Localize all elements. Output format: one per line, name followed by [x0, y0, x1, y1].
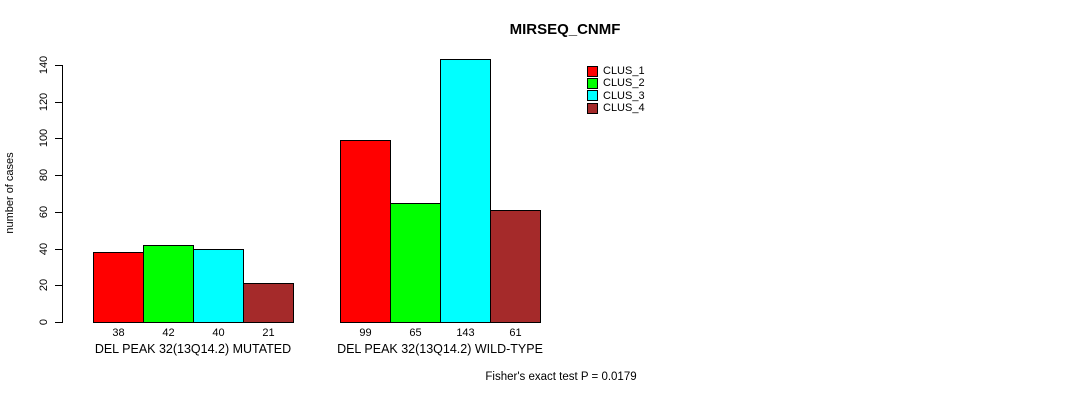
legend-swatch	[587, 77, 598, 89]
bar	[243, 283, 294, 323]
y-tick-label: 120	[38, 92, 50, 111]
y-tick-label: 40	[38, 242, 50, 255]
bar-value-label: 40	[212, 327, 225, 339]
legend: CLUS_1 CLUS_2 CLUS_3 CLUS_4	[587, 65, 645, 114]
y-tick-mark	[55, 285, 63, 287]
legend-label: CLUS_1	[603, 65, 645, 78]
y-tick-label: 60	[38, 205, 50, 218]
y-tick-label: 20	[38, 279, 50, 292]
bar-value-label: 99	[359, 327, 372, 339]
bar-value-label: 42	[162, 327, 175, 339]
bar	[340, 140, 391, 323]
y-tick-mark	[55, 248, 63, 250]
chart-title: MIRSEQ_CNMF	[509, 21, 621, 38]
y-tick-label: 100	[38, 129, 50, 148]
bar	[193, 248, 244, 323]
legend-swatch	[587, 65, 598, 77]
y-tick-mark	[55, 65, 63, 66]
bar	[490, 210, 541, 323]
bar	[93, 252, 144, 323]
y-tick-label: 0	[38, 318, 50, 326]
bar-value-label: 38	[112, 327, 125, 339]
legend-item: CLUS_4	[587, 102, 645, 114]
bar-value-label: 61	[509, 327, 522, 339]
y-axis-title: number of cases	[4, 152, 16, 234]
y-tick-mark	[55, 175, 63, 177]
legend-swatch	[587, 90, 598, 102]
legend-item: CLUS_1	[587, 65, 645, 77]
x-category-label: DEL PEAK 32(13Q14.2) WILD-TYPE	[337, 342, 543, 356]
bar-value-label: 65	[409, 327, 422, 339]
y-tick-label: 140	[38, 55, 50, 75]
y-tick-mark	[55, 138, 63, 140]
y-axis-line	[62, 65, 63, 323]
legend-label: CLUS_3	[603, 89, 645, 102]
y-tick-mark	[55, 101, 63, 103]
legend-label: CLUS_4	[603, 102, 645, 115]
y-tick-label: 80	[38, 169, 50, 182]
y-tick-mark	[55, 322, 63, 323]
bar-value-label: 143	[456, 327, 475, 339]
legend-swatch	[587, 102, 598, 114]
legend-label: CLUS_2	[603, 77, 645, 90]
bar	[390, 202, 441, 323]
pvalue-annotation: Fisher's exact test P = 0.0179	[485, 371, 637, 383]
bar-value-label: 21	[262, 327, 275, 339]
bar	[440, 59, 491, 323]
legend-item: CLUS_3	[587, 90, 645, 102]
y-tick-mark	[55, 211, 63, 213]
legend-item: CLUS_2	[587, 77, 645, 89]
x-category-label: DEL PEAK 32(13Q14.2) MUTATED	[94, 342, 292, 356]
bar	[143, 244, 194, 323]
